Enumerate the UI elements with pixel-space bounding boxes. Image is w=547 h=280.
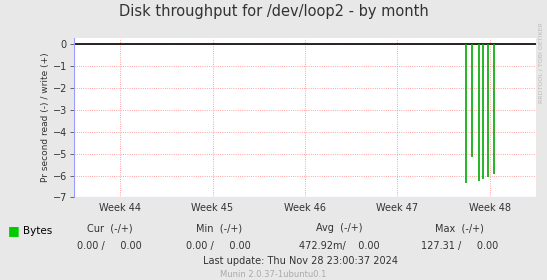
Text: ■: ■ <box>8 225 20 237</box>
Text: Week 46: Week 46 <box>284 203 326 213</box>
Text: Cur  (-/+): Cur (-/+) <box>86 223 132 233</box>
Text: Last update: Thu Nov 28 23:00:37 2024: Last update: Thu Nov 28 23:00:37 2024 <box>203 256 398 266</box>
Text: 0.00 /     0.00: 0.00 / 0.00 <box>77 241 142 251</box>
Text: RRDTOOL / TOBI OETIKER: RRDTOOL / TOBI OETIKER <box>538 22 543 103</box>
Y-axis label: Pr second read (-) / write (+): Pr second read (-) / write (+) <box>40 53 50 182</box>
Text: Max  (-/+): Max (-/+) <box>435 223 484 233</box>
Text: Bytes: Bytes <box>23 226 52 236</box>
Text: Week 45: Week 45 <box>191 203 234 213</box>
Text: Min  (-/+): Min (-/+) <box>196 223 242 233</box>
Text: 127.31 /     0.00: 127.31 / 0.00 <box>421 241 498 251</box>
Text: 0.00 /     0.00: 0.00 / 0.00 <box>187 241 251 251</box>
Text: Munin 2.0.37-1ubuntu0.1: Munin 2.0.37-1ubuntu0.1 <box>220 270 327 279</box>
Text: Week 44: Week 44 <box>99 203 141 213</box>
Text: Week 48: Week 48 <box>469 203 511 213</box>
Text: Disk throughput for /dev/loop2 - by month: Disk throughput for /dev/loop2 - by mont… <box>119 4 428 19</box>
Text: Week 47: Week 47 <box>376 203 418 213</box>
Text: 472.92m/    0.00: 472.92m/ 0.00 <box>299 241 380 251</box>
Text: Avg  (-/+): Avg (-/+) <box>316 223 363 233</box>
